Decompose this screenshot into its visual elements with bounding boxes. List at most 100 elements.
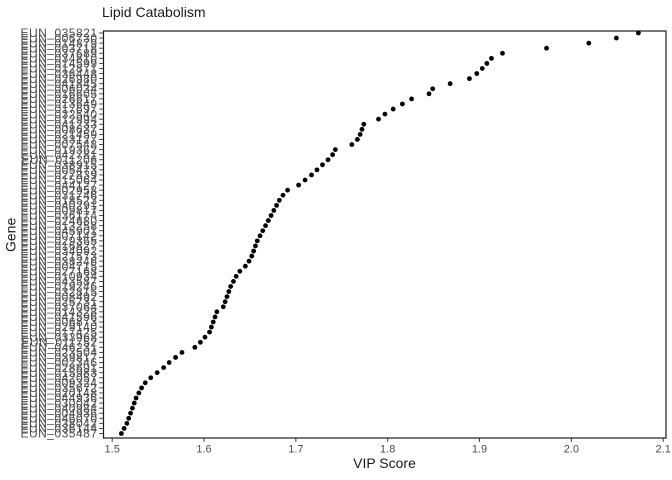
y-tick-label: EUN_017697 (20, 102, 97, 116)
y-axis-title: Gene (2, 217, 19, 252)
data-point (296, 182, 302, 188)
y-tick-label: EUN_041845 (20, 77, 97, 91)
y-tick-label: EUN_029140 (20, 320, 97, 334)
data-point (207, 329, 212, 335)
y-tick-label: EUN_028691 (20, 361, 97, 375)
y-tick-label: EUN_006730 (20, 31, 97, 45)
data-point (382, 111, 388, 117)
y-tick-label: EUN_014879 (20, 36, 97, 50)
data-point (220, 304, 226, 310)
data-point (246, 258, 252, 264)
data-point (257, 233, 263, 239)
data-point (361, 121, 367, 127)
y-tick-label: EUN_032815 (20, 285, 97, 299)
data-point (249, 253, 255, 259)
data-point (359, 126, 365, 132)
data-point (325, 157, 331, 163)
y-tick-label: EUN_026617 (20, 92, 97, 106)
y-tick-label: EUN_031746 (20, 188, 97, 202)
data-point (237, 268, 243, 274)
data-point (128, 410, 133, 416)
data-point (320, 162, 325, 168)
data-point (131, 400, 137, 406)
y-tick-label: EUN_036448 (20, 67, 97, 81)
x-axis-title: VIP Score (353, 455, 416, 471)
y-tick-label: EUN_038246 (20, 254, 97, 268)
y-tick-label: EUN_034092 (20, 244, 97, 258)
data-point (544, 45, 549, 51)
data-point (126, 415, 132, 421)
data-point (426, 91, 432, 97)
y-tick-label: EUN_035821 (20, 26, 97, 40)
data-point (142, 380, 148, 386)
y-tick-label: EUN_018523 (20, 193, 97, 207)
data-point (161, 365, 167, 370)
data-point (251, 248, 257, 254)
y-tick-label: EUN_008492 (20, 290, 97, 304)
y-tick-label: EUN_016827 (20, 239, 97, 253)
y-tick-label: EUN_040984 (20, 401, 97, 415)
data-point (271, 208, 277, 213)
y-tick-label: EUN_002346 (20, 356, 97, 370)
y-tick-label: EUN_025731 (20, 295, 97, 309)
data-point (349, 142, 355, 147)
y-tick-label: EUN_019362 (20, 143, 97, 157)
data-point (208, 324, 214, 330)
data-point (260, 228, 266, 234)
y-tick-label: EUN_006873 (20, 315, 97, 329)
data-point (124, 420, 130, 426)
data-point (447, 81, 453, 87)
y-tick-label: EUN_012871 (20, 62, 97, 76)
data-point (409, 96, 414, 102)
data-point (233, 273, 239, 279)
data-point (148, 375, 154, 381)
data-point (202, 334, 208, 340)
y-tick-label: EUN_013258 (20, 219, 97, 233)
y-tick-label: EUN_005473 (20, 163, 97, 177)
y-tick-label: EUN_003718 (20, 41, 97, 55)
data-point (214, 309, 220, 315)
x-tick-label: 1.5 (105, 444, 120, 456)
y-tick-label: EUN_037689 (20, 46, 97, 60)
x-tick-label: 2.0 (564, 444, 579, 456)
data-point (224, 294, 230, 300)
y-tick-label: EUN_033968 (20, 330, 97, 344)
y-tick-label: EUN_015064 (20, 173, 97, 187)
y-tick-label: EUN_034810 (20, 52, 97, 66)
y-tick-label: EUN_042057 (20, 371, 97, 385)
y-tick-label: EUN_035672 (20, 381, 97, 395)
data-point (390, 106, 396, 112)
data-point (130, 405, 135, 411)
y-tick-label: EUN_032540 (20, 107, 97, 121)
data-point (285, 187, 290, 193)
y-tick-label: EUN_036174 (20, 209, 97, 223)
y-tick-label: EUN_030042 (20, 396, 97, 410)
y-tick-label: EUN_026980 (20, 72, 97, 86)
data-point (222, 299, 228, 305)
data-point (399, 101, 405, 107)
y-tick-label: EUN_012994 (20, 112, 97, 126)
x-tick-label: 2.1 (656, 444, 671, 456)
y-tick-label: EUN_043587 (20, 275, 97, 289)
data-point (139, 385, 144, 391)
data-point (254, 238, 260, 244)
x-tick-label: 1.7 (288, 444, 303, 456)
data-point (586, 40, 592, 46)
data-point (242, 263, 248, 269)
y-tick-label: EUN_024680 (20, 214, 97, 228)
y-tick-label: EUN_027168 (20, 264, 97, 278)
y-tick-label: EUN_036144 (20, 422, 97, 436)
y-tick-label: EUN_006034 (20, 82, 97, 96)
y-tick-label: EUN_035487 (20, 427, 97, 441)
y-tick-label: EUN_019246 (20, 280, 97, 294)
y-tick-label: EUN_046070 (20, 411, 97, 425)
y-tick-label: EUN_038042 (20, 417, 97, 431)
data-point (231, 279, 236, 284)
data-point (133, 395, 139, 401)
data-point (314, 167, 320, 173)
y-tick-label: EUN_042781 (20, 148, 97, 162)
data-point (197, 339, 203, 345)
x-tick-label: 1.6 (196, 444, 211, 456)
